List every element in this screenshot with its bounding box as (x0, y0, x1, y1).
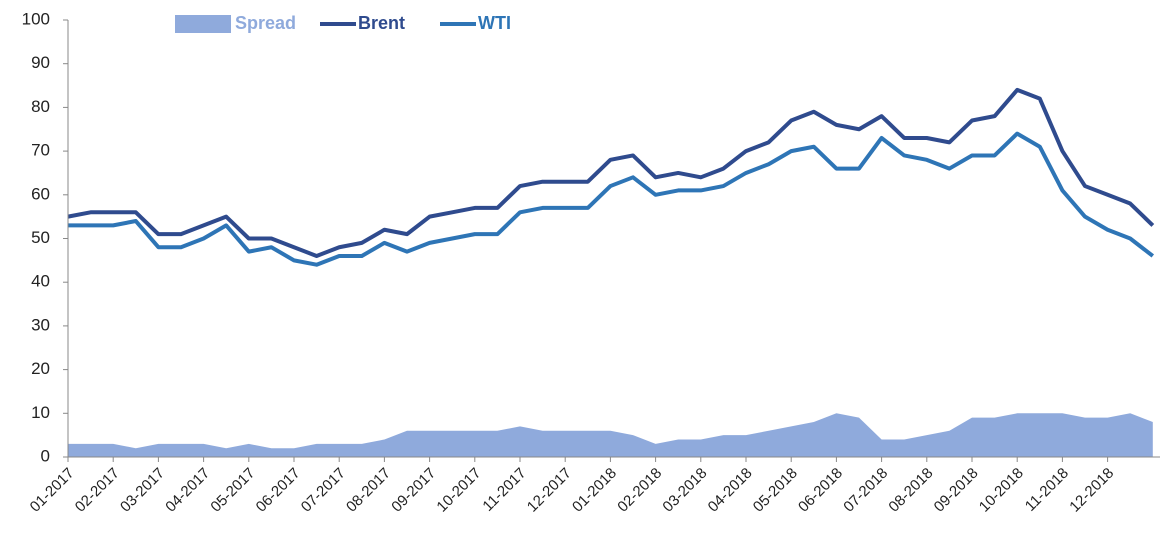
x-tick-label: 12-2017 (524, 465, 575, 516)
x-tick-label: 01-2017 (27, 465, 78, 516)
y-tick-label: 0 (41, 446, 50, 465)
y-tick-label: 80 (31, 97, 50, 116)
x-tick-label: 02-2017 (72, 465, 123, 516)
x-tick-label: 02-2018 (614, 465, 665, 516)
series-line (68, 131, 1155, 267)
x-tick-label: 07-2018 (840, 465, 891, 516)
x-tick-label: 10-2017 (433, 465, 484, 516)
x-tick-label: 01-2018 (569, 465, 620, 516)
x-tick-label: 04-2018 (705, 465, 756, 516)
y-tick-label: 20 (31, 359, 50, 378)
x-tick-label: 04-2017 (162, 465, 213, 516)
legend-swatch (175, 15, 231, 33)
legend-label: WTI (478, 13, 511, 33)
legend-label: Brent (358, 13, 405, 33)
x-tick-label: 09-2018 (931, 465, 982, 516)
x-tick-label: 05-2018 (750, 465, 801, 516)
x-tick-label: 07-2017 (298, 465, 349, 516)
x-tick-label: 06-2017 (253, 465, 304, 516)
series-line (67, 87, 1155, 258)
x-tick-label: 08-2017 (343, 465, 394, 516)
x-tick-label: 05-2017 (207, 465, 258, 516)
spread-area (68, 413, 1153, 457)
x-tick-label: 11-2017 (479, 465, 529, 515)
x-tick-label: 09-2017 (388, 465, 439, 516)
legend-label: Spread (235, 13, 296, 33)
x-tick-label: 03-2017 (117, 465, 168, 516)
y-tick-label: 30 (31, 315, 50, 334)
y-tick-label: 10 (31, 403, 50, 422)
y-tick-label: 40 (31, 272, 50, 291)
y-tick-label: 90 (31, 53, 50, 72)
x-tick-label: 10-2018 (976, 465, 1027, 516)
x-tick-label: 12-2018 (1066, 465, 1117, 516)
x-tick-label: 08-2018 (885, 465, 936, 516)
y-tick-label: 100 (22, 9, 50, 28)
x-tick-label: 03-2018 (659, 465, 710, 516)
y-tick-label: 70 (31, 141, 50, 160)
x-tick-label: 06-2018 (795, 465, 846, 516)
y-tick-label: 60 (31, 184, 50, 203)
x-tick-label: 11-2018 (1022, 465, 1072, 515)
y-tick-label: 50 (31, 228, 50, 247)
